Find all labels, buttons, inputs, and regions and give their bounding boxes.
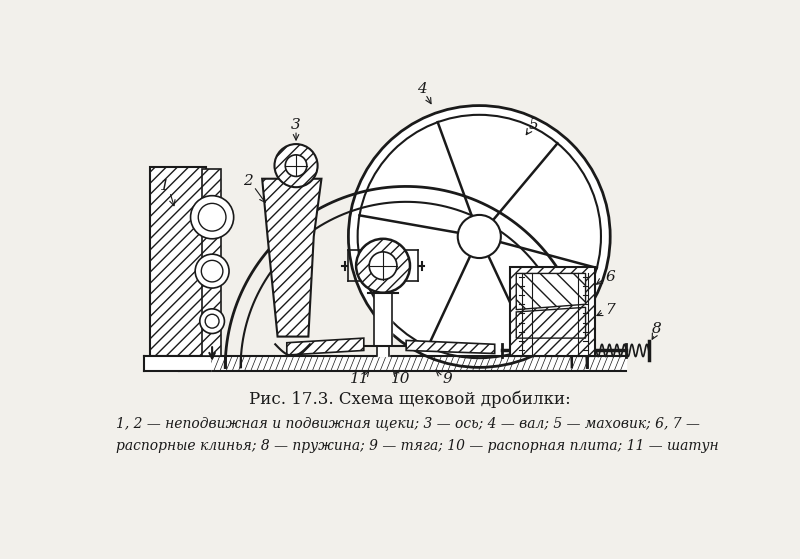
Text: 9: 9	[442, 372, 452, 386]
Circle shape	[358, 115, 601, 358]
Text: 6: 6	[606, 269, 615, 283]
Circle shape	[190, 196, 234, 239]
Circle shape	[369, 252, 397, 280]
Text: 11: 11	[350, 372, 370, 386]
Circle shape	[286, 155, 307, 177]
Text: распорные клинья; 8 — пружина; 9 — тяга; 10 — распорная плита; 11 — шатун: распорные клинья; 8 — пружина; 9 — тяга;…	[116, 439, 718, 453]
Polygon shape	[516, 273, 586, 310]
Polygon shape	[516, 307, 586, 338]
Circle shape	[202, 260, 223, 282]
Text: 1, 2 — неподвижная и подвижная щеки; 3 — ось; 4 — вал; 5 — маховик; 6, 7 —: 1, 2 — неподвижная и подвижная щеки; 3 —…	[116, 416, 700, 430]
Text: Рис. 17.3. Схема щековой дробилки:: Рис. 17.3. Схема щековой дробилки:	[249, 391, 571, 409]
Text: 4: 4	[417, 82, 426, 96]
Circle shape	[356, 239, 410, 293]
Text: 8: 8	[651, 322, 662, 336]
Circle shape	[458, 215, 501, 258]
Circle shape	[349, 106, 610, 367]
Circle shape	[200, 309, 225, 334]
Circle shape	[198, 203, 226, 231]
Text: 1: 1	[160, 179, 170, 193]
Circle shape	[195, 254, 229, 288]
Polygon shape	[287, 338, 364, 355]
Circle shape	[205, 314, 219, 328]
Text: 10: 10	[391, 372, 410, 386]
Bar	[150, 167, 206, 356]
Polygon shape	[406, 340, 494, 353]
Polygon shape	[202, 169, 222, 356]
Text: 7: 7	[606, 302, 615, 316]
Polygon shape	[262, 179, 322, 337]
Circle shape	[274, 144, 318, 187]
Text: 3: 3	[291, 118, 301, 132]
Text: 2: 2	[243, 174, 253, 188]
Bar	[510, 267, 595, 356]
Text: 5: 5	[528, 118, 538, 132]
